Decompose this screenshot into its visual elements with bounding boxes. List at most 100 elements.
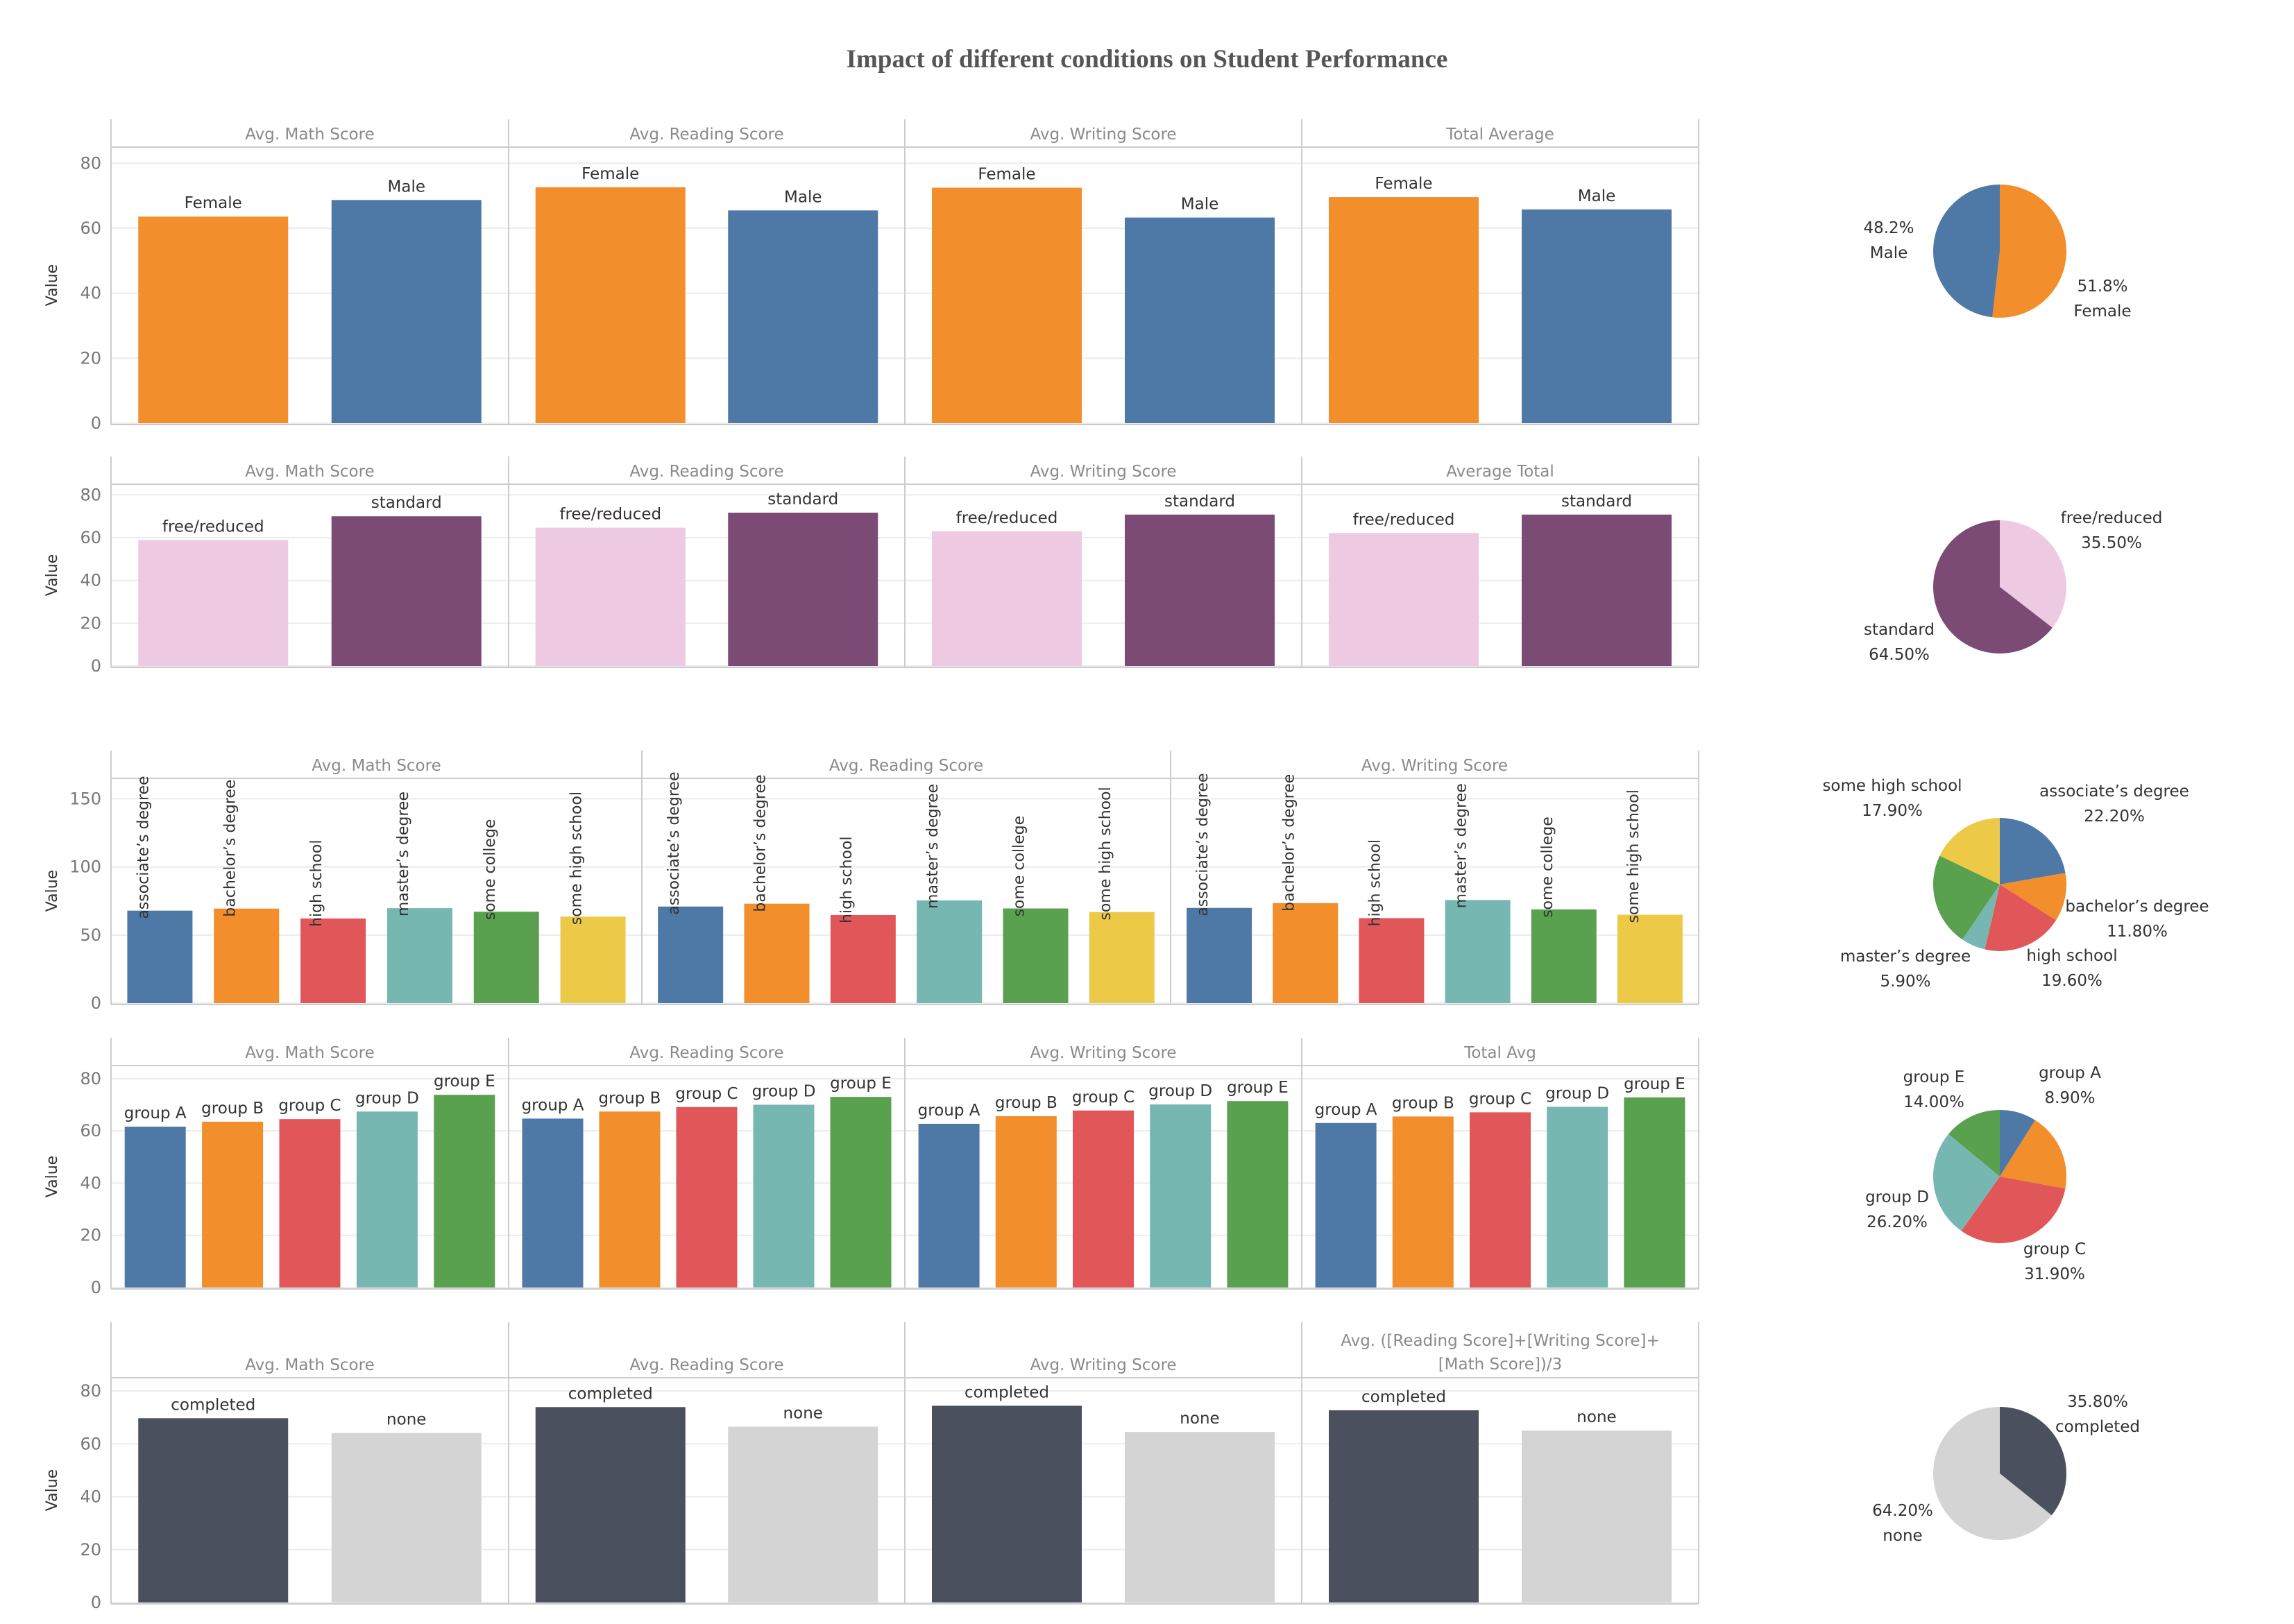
bar-label: group E xyxy=(830,1075,892,1093)
panel-title: Avg. Reading Score xyxy=(629,463,783,481)
pie-label: group A xyxy=(2039,1064,2101,1082)
panel-title: Avg. Math Score xyxy=(245,1044,374,1062)
bar-education-some-college xyxy=(1003,908,1069,1003)
bar-label: group B xyxy=(599,1089,661,1107)
y-tick-label: 40 xyxy=(80,1173,101,1193)
y-tick-label: 50 xyxy=(80,925,101,945)
bar-label: none xyxy=(386,1411,426,1429)
bar-label: group E xyxy=(434,1072,495,1091)
section-education: Value 0 50 100 150 Avg. Math Score associate’s… xyxy=(44,751,2209,1013)
bar-label: group D xyxy=(1545,1084,1609,1102)
bar-label: group E xyxy=(1624,1075,1685,1093)
pie-prep: 35.80% completed 64.20% none xyxy=(1872,1393,2140,1545)
y-tick-label: 0 xyxy=(91,656,101,676)
bar-gender-male xyxy=(1125,217,1275,423)
bar-label: completed xyxy=(965,1383,1049,1401)
panel-1: Avg. Reading Score Female Male xyxy=(535,126,878,423)
bar-education-some-college xyxy=(1531,909,1597,1003)
y-tick-label: 80 xyxy=(80,153,101,173)
pie-label: none xyxy=(1883,1527,1922,1545)
bar-race-group-c xyxy=(676,1106,738,1288)
y-axis-label: Value xyxy=(44,554,61,596)
panel-title: Total Average xyxy=(1445,126,1554,144)
panel-3: Avg. ([Reading Score]+[Writing Score]+ [M… xyxy=(1329,1332,1672,1602)
bar-label: completed xyxy=(1361,1388,1446,1406)
pie-slice xyxy=(1948,1110,2000,1177)
y-tick-label: 20 xyxy=(80,1226,101,1245)
bar-label: some college xyxy=(1011,816,1028,917)
bar-race-group-c xyxy=(279,1119,341,1288)
bar-lunch-standard xyxy=(1522,514,1672,666)
bar-gender-male xyxy=(1522,209,1672,423)
pie-education: associate’s degree 22.20% bachelor’s degre… xyxy=(1822,777,2209,991)
bar-education-bachelor-s-degree xyxy=(1273,903,1339,1003)
pie-label: completed xyxy=(2055,1418,2140,1436)
bar-race-group-b xyxy=(1392,1116,1454,1288)
y-tick-label: 40 xyxy=(80,571,101,590)
bar-label: high school xyxy=(838,836,856,923)
pie-slice xyxy=(1961,1177,2066,1243)
panel-title: Avg. Math Score xyxy=(245,463,374,481)
y-axis-label: Value xyxy=(44,870,61,912)
bar-education-bachelor-s-degree xyxy=(214,908,280,1003)
bar-label: none xyxy=(783,1405,823,1423)
bar-gender-female xyxy=(535,187,686,423)
section-prep: Value 0 20 40 60 80 Avg. Math Score completed no… xyxy=(44,1322,2140,1612)
y-tick-label: 80 xyxy=(80,485,101,504)
bar-race-group-b xyxy=(995,1116,1057,1288)
bar-education-associate-s-degree xyxy=(1187,907,1252,1003)
bar-label: group A xyxy=(918,1102,980,1120)
bar-lunch-standard xyxy=(728,512,878,666)
bar-race-group-e xyxy=(434,1095,495,1288)
bar-label: associate’s degree xyxy=(1194,773,1212,916)
bar-label: group C xyxy=(1469,1090,1531,1108)
bar-label: standard xyxy=(1164,493,1235,511)
pie-label: group C xyxy=(2023,1240,2086,1258)
bar-education-associate-s-degree xyxy=(658,906,724,1003)
pie-label: group D xyxy=(1865,1188,1929,1206)
pie-label: 35.80% xyxy=(2067,1393,2128,1411)
dashboard-title: Impact of different conditions on Studen… xyxy=(847,45,1448,74)
bar-education-high-school xyxy=(300,918,366,1003)
y-tick-label: 0 xyxy=(91,993,101,1013)
bar-label: high school xyxy=(1366,839,1384,927)
bar-label: standard xyxy=(1561,493,1632,511)
y-tick-label: 0 xyxy=(91,1593,101,1612)
bar-label: group C xyxy=(278,1097,341,1115)
bar-label: bachelor’s degree xyxy=(1280,774,1298,912)
y-tick-label: 60 xyxy=(80,528,101,547)
bar-label: some high school xyxy=(1097,787,1114,920)
bar-education-some-high-school xyxy=(560,916,626,1003)
pie-label: 35.50% xyxy=(2081,534,2142,552)
panel-title: Avg. Writing Score xyxy=(1030,1044,1176,1062)
pie-slice xyxy=(1985,884,2057,951)
y-tick-label: 40 xyxy=(80,1487,101,1507)
bar-lunch-free-reduced xyxy=(535,527,686,666)
bar-education-master-s-degree xyxy=(386,908,452,1003)
panel-2: Avg. Writing Score completed none xyxy=(932,1356,1275,1602)
pie-slice xyxy=(1939,818,2000,884)
bar-education-some-college xyxy=(473,912,539,1003)
bar-label: free/reduced xyxy=(1353,511,1455,529)
bar-label: none xyxy=(1577,1408,1616,1426)
bar-label: associate’s degree xyxy=(135,776,152,918)
panel-title: Avg. Reading Score xyxy=(629,1356,783,1374)
bar-race-group-d xyxy=(753,1104,815,1288)
bar-race-group-c xyxy=(1470,1112,1531,1288)
panel-2: Avg. Writing Score free/reduced standard xyxy=(932,463,1275,666)
pie-label: 5.90% xyxy=(1880,973,1930,991)
bar-education-bachelor-s-degree xyxy=(744,903,810,1003)
y-tick-label: 150 xyxy=(69,789,101,808)
y-tick-label: 40 xyxy=(80,284,101,303)
bar-race-group-a xyxy=(522,1118,584,1288)
pie-label: 64.50% xyxy=(1869,646,1930,664)
panel-1: Avg. Reading Score free/reduced standard xyxy=(535,463,878,666)
bar-label: Female xyxy=(1375,175,1432,193)
y-tick-label: 80 xyxy=(80,1069,101,1088)
bar-label: group B xyxy=(201,1100,264,1118)
bar-label: Male xyxy=(1578,187,1615,205)
bar-education-high-school xyxy=(1359,918,1425,1003)
